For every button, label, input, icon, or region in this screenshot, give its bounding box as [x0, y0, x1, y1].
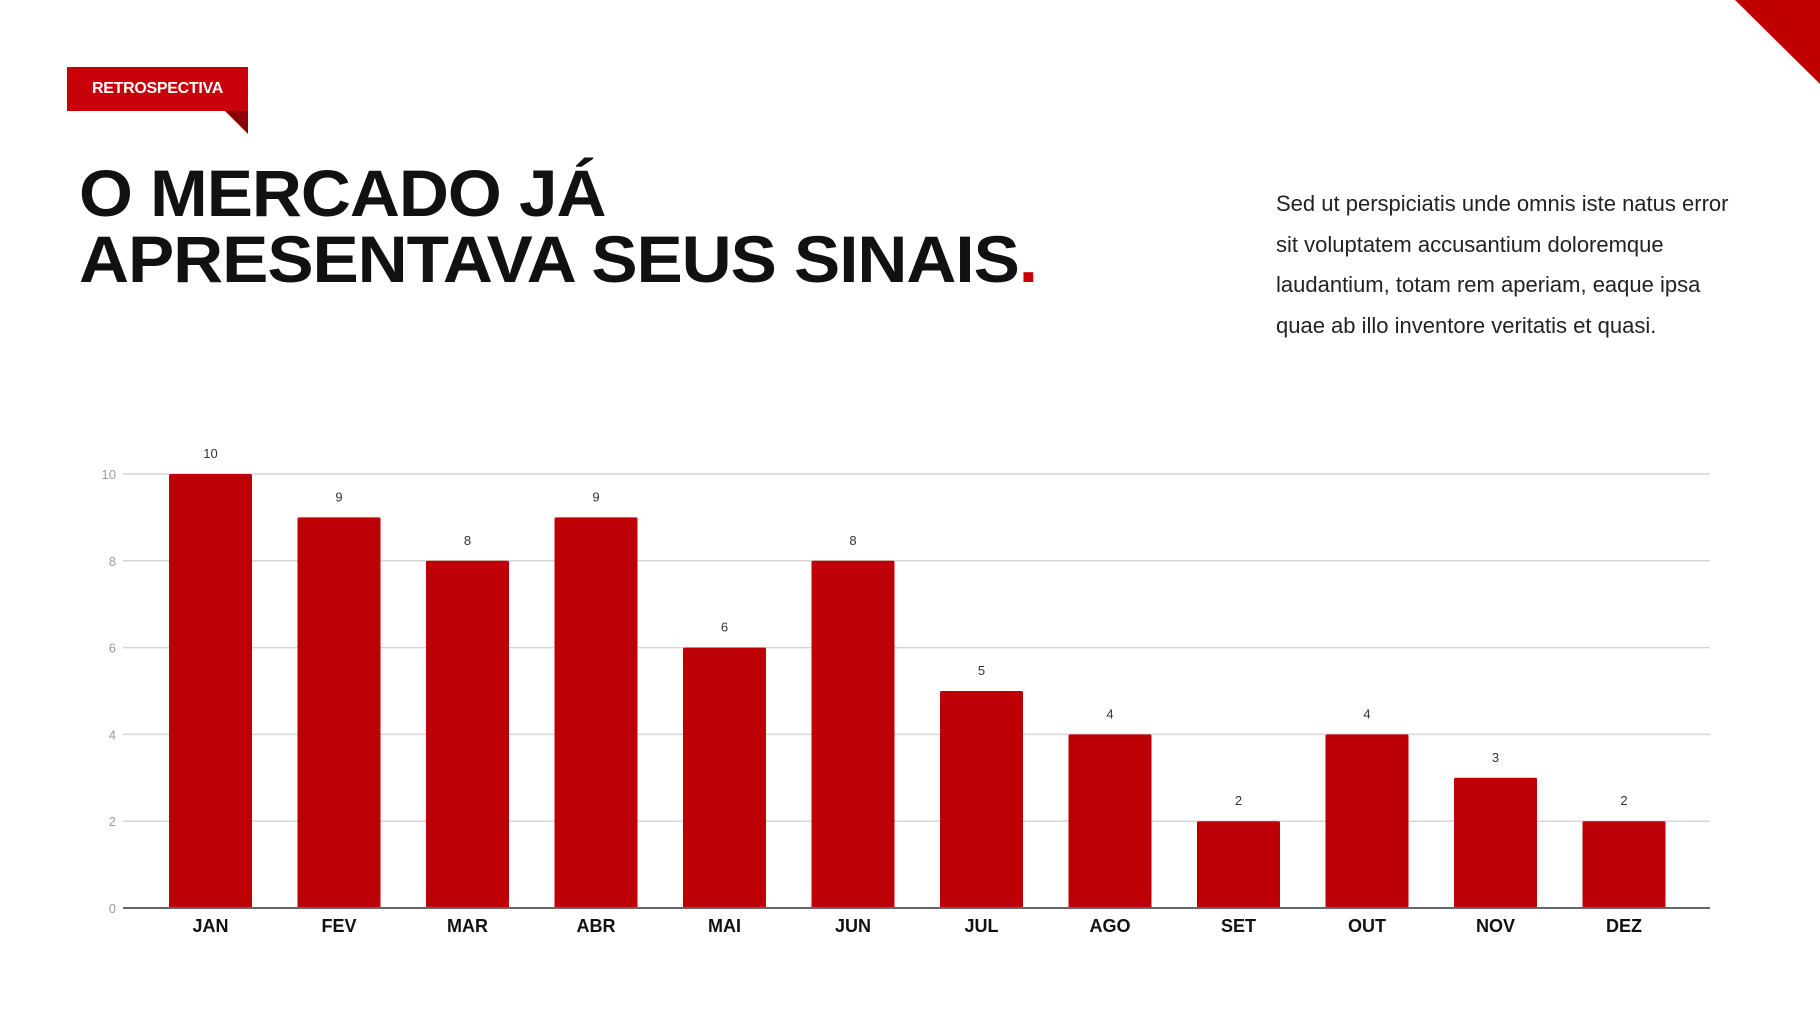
x-tick-label: JUN [835, 916, 871, 936]
bar-mai [683, 647, 766, 908]
x-tick-label: JAN [192, 916, 228, 936]
bar-abr [554, 517, 638, 908]
x-tick-label: MAI [708, 916, 741, 936]
bar-ago [1068, 734, 1152, 908]
bar-dez [1582, 821, 1666, 908]
title-dot: . [1018, 222, 1038, 296]
bar-nov [1454, 777, 1537, 908]
bar-jun [811, 560, 895, 908]
bar-out [1325, 734, 1409, 908]
bar-jan [169, 474, 252, 908]
y-tick-label: 10 [102, 467, 116, 482]
data-label: 2 [1235, 793, 1242, 808]
title-line-2-text: APRESENTAVA SEUS SINAIS [79, 222, 1020, 296]
page-title: O MERCADO JÁ APRESENTAVA SEUS SINAIS. [79, 156, 1038, 292]
description-paragraph: Sed ut perspiciatis unde omnis iste natu… [1276, 191, 1729, 338]
title-line-2: APRESENTAVA SEUS SINAIS. [79, 226, 1038, 292]
bar-set [1197, 821, 1280, 908]
y-tick-label: 0 [109, 901, 116, 916]
x-tick-label: JUL [964, 916, 998, 936]
corner-decoration [1735, 0, 1820, 84]
y-tick-label: 2 [109, 814, 116, 829]
x-tick-label: SET [1221, 916, 1256, 936]
data-label: 6 [721, 620, 728, 635]
x-tick-label: FEV [321, 916, 356, 936]
data-label: 9 [592, 489, 599, 504]
data-label: 8 [849, 533, 856, 548]
x-tick-label: DEZ [1606, 916, 1642, 936]
data-label: 5 [978, 663, 985, 678]
data-label: 10 [203, 446, 217, 461]
bar-mar [426, 560, 509, 908]
x-tick-label: OUT [1348, 916, 1386, 936]
x-tick-label: ABR [577, 916, 616, 936]
badge-fold [225, 111, 248, 134]
y-tick-label: 8 [109, 554, 116, 569]
data-label: 4 [1106, 706, 1113, 721]
x-tick-label: AGO [1089, 916, 1130, 936]
y-tick-label: 6 [109, 641, 116, 656]
data-label: 9 [335, 489, 342, 504]
data-label: 3 [1492, 750, 1499, 765]
x-tick-label: MAR [447, 916, 488, 936]
bar-fev [297, 517, 381, 908]
y-tick-label: 4 [109, 727, 116, 742]
title-line-1: O MERCADO JÁ [79, 156, 606, 230]
data-label: 8 [464, 533, 471, 548]
data-label: 2 [1620, 793, 1627, 808]
bar-jul [940, 691, 1023, 908]
section-badge: RETROSPECTIVA [67, 67, 248, 111]
x-tick-label: NOV [1476, 916, 1515, 936]
data-label: 4 [1363, 706, 1370, 721]
